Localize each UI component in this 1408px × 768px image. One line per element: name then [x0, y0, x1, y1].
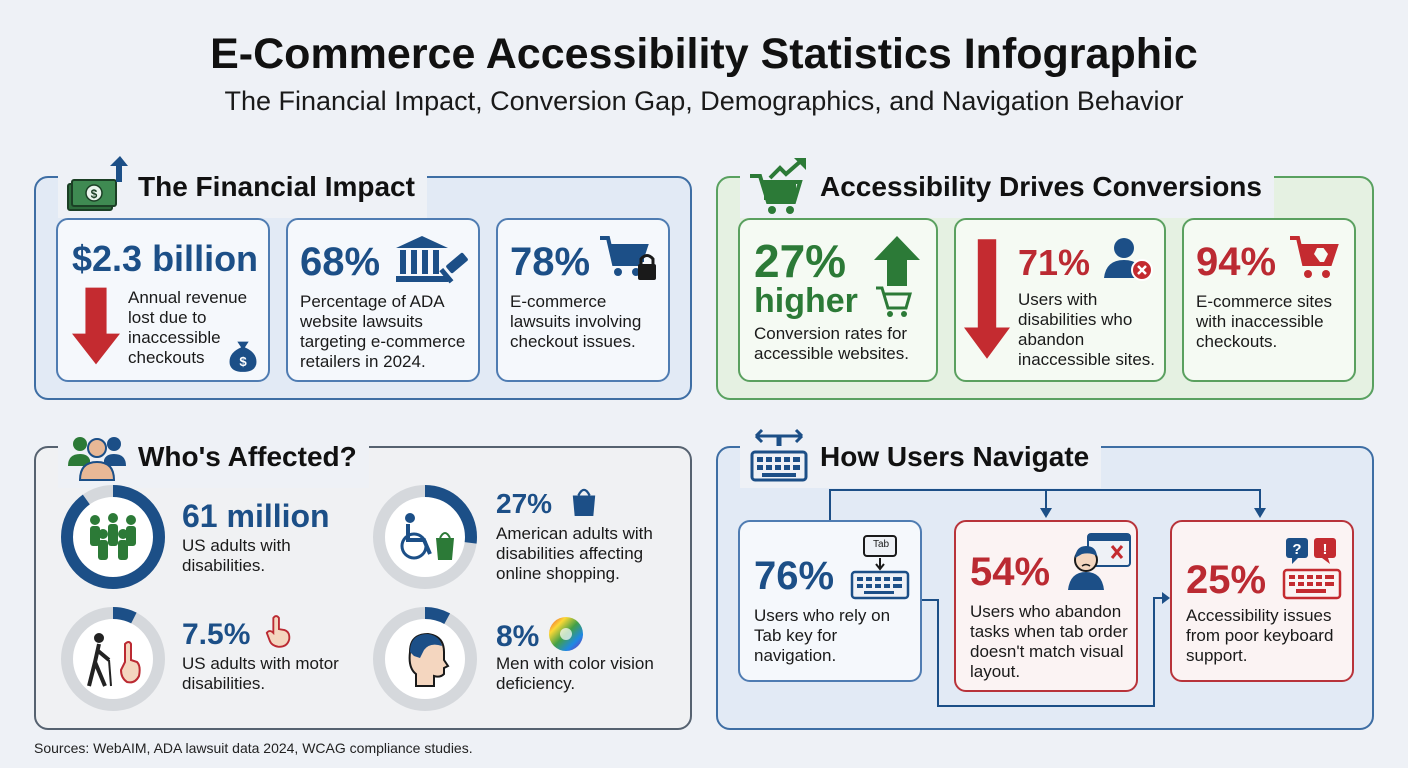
svg-text:!: ! — [1323, 541, 1328, 558]
sources-footer: Sources: WebAIM, ADA lawsuit data 2024, … — [34, 740, 473, 756]
stat-value: 25% — [1186, 558, 1267, 602]
navigate-title: How Users Navigate — [820, 441, 1090, 472]
up-arrow-icon — [874, 236, 920, 286]
nav-card-keyboard-support: 25% ? ! Accessibility issues from poor k… — [1170, 520, 1354, 682]
money-up-icon: $ — [67, 156, 128, 211]
stat-card-conversion-rates: 27% higher Conversion rates for accessib… — [738, 218, 938, 382]
stat-value: 27% — [496, 488, 553, 519]
stat-description: Men with color vision deficiency. — [496, 654, 654, 693]
stat-value: 61 million — [182, 498, 330, 534]
stat-value: 7.5% — [182, 618, 251, 651]
cart-trend-icon — [750, 158, 806, 214]
whos-affected-panel: Who's Affected? 61 million US adults wit… — [34, 426, 692, 730]
stat-value: 27% — [754, 235, 847, 287]
navigate-heading: How Users Navigate — [740, 426, 1102, 488]
profile-head-icon — [408, 632, 450, 687]
ring-fill — [61, 607, 165, 711]
financial-impact-heading: $ The Financial Impact — [58, 156, 427, 218]
stat-description: Percentage of ADA website lawsuits targe… — [300, 292, 466, 371]
keyboard-arrows-icon — [750, 428, 808, 482]
financial-impact-panel: $ The Financial Impact $2.3 billion Annu… — [34, 156, 692, 400]
down-arrow-icon — [964, 239, 1010, 359]
stat-value-suffix: higher — [754, 282, 858, 320]
stat-value: 78% — [510, 240, 591, 284]
stat-description: Users who abandon tasks when tab order d… — [970, 602, 1128, 681]
question-alert-keyboard-icon: ? ! — [1282, 538, 1342, 600]
stat-value: $2.3 billion — [72, 238, 259, 279]
ring-fill — [373, 607, 477, 711]
stat-card-ada-lawsuits: 68% Percentage of ADA website lawsuits t… — [286, 218, 480, 382]
stat-value: 54% — [970, 550, 1051, 594]
broken-cart-icon — [1290, 236, 1339, 278]
page-title: E-Commerce Accessibility Statistics Info… — [210, 30, 1198, 78]
conversions-heading: Accessibility Drives Conversions — [740, 156, 1274, 218]
stat-value: 71% — [1018, 242, 1091, 283]
shopping-bag-icon — [572, 488, 596, 516]
people-group-icon — [68, 437, 126, 481]
user-error-icon — [1104, 238, 1153, 281]
stat-description: Conversion rates for accessible websites… — [754, 324, 909, 363]
stat-card-checkout-lawsuits: 78% E-commerce lawsuits involving checko… — [496, 218, 670, 382]
stat-card-abandon-sites: 71% Users with disabilities who abandon … — [954, 218, 1166, 382]
stat-description: US adults with disabilities. — [182, 536, 291, 575]
crowd-icon — [90, 513, 136, 560]
frustrated-user-icon — [1068, 533, 1131, 590]
cart-lock-icon — [600, 236, 656, 280]
stat-value: 8% — [496, 620, 540, 653]
whos-affected-title: Who's Affected? — [138, 441, 357, 472]
flow-connectors — [829, 489, 1266, 707]
ring-fill — [61, 485, 165, 589]
color-wheel-icon — [549, 617, 583, 651]
cart-icon — [876, 286, 912, 317]
page-subtitle: The Financial Impact, Conversion Gap, De… — [224, 86, 1184, 116]
how-users-navigate-panel: How Users Navigate 76% Tab Users who — [716, 426, 1374, 730]
pointing-hand-icon — [265, 615, 291, 648]
down-arrow-icon — [72, 287, 120, 365]
nav-card-tab-key: 76% Tab Users who rely on Tab key for na… — [738, 520, 922, 682]
stat-description: American adults with disabilities affect… — [496, 524, 653, 583]
nav-card-tab-order: 54% Users who abandon tasks when tab ord… — [954, 520, 1138, 692]
stat-value: 94% — [1196, 240, 1277, 284]
whos-affected-heading: Who's Affected? — [58, 426, 369, 488]
stat-description: E-commerce sites with inaccessible check… — [1196, 292, 1333, 351]
financial-impact-title: The Financial Impact — [138, 171, 415, 202]
conversions-title: Accessibility Drives Conversions — [820, 171, 1262, 202]
stat-value: 68% — [300, 240, 381, 284]
stat-card-revenue-lost: $2.3 billion Annual revenue lost due to … — [56, 218, 270, 382]
walking-cane-icon — [87, 633, 141, 687]
stat-description: Annual revenue lost due to inaccessible … — [128, 288, 248, 367]
conversions-panel: Accessibility Drives Conversions 27% hig… — [716, 156, 1374, 400]
courthouse-gavel-icon — [396, 236, 468, 284]
tab-keyboard-icon — [850, 535, 910, 600]
svg-text:$: $ — [91, 187, 98, 201]
money-bag-icon: $ — [229, 341, 257, 372]
svg-text:$: $ — [239, 354, 247, 369]
stat-description: Users with disabilities who abandon inac… — [1018, 290, 1156, 369]
ring-fill — [373, 485, 477, 589]
tab-key-label: Tab — [872, 539, 890, 550]
stat-value: 76% — [754, 554, 835, 598]
wheelchair-bag-icon — [400, 513, 454, 560]
svg-text:?: ? — [1292, 541, 1301, 558]
stat-description: Users who rely on Tab key for navigation… — [754, 606, 891, 665]
stat-description: E-commerce lawsuits involving checkout i… — [510, 292, 642, 351]
stat-description: Accessibility issues from poor keyboard … — [1186, 606, 1334, 665]
stat-description: US adults with motor disabilities. — [182, 654, 339, 693]
stat-card-inaccessible-checkouts: 94% E-commerce sites with inaccessible c… — [1182, 218, 1356, 382]
